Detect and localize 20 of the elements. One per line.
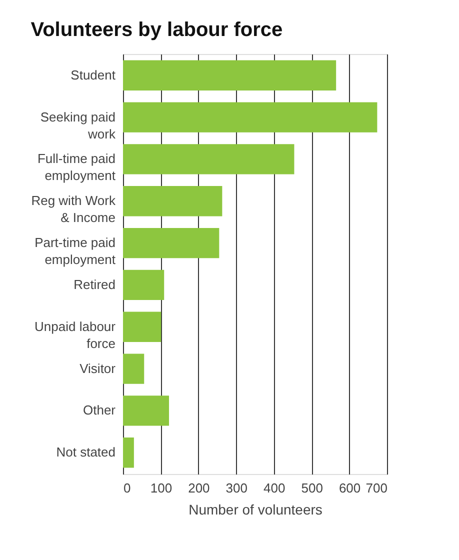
- y-tick-label: Unpaid labour force: [34, 318, 116, 351]
- y-tick-label: Full-time paid employment: [37, 151, 116, 184]
- x-tick-label: 200: [188, 480, 210, 496]
- x-tick-label: 300: [226, 480, 248, 496]
- y-tick-label: Retired: [74, 276, 116, 292]
- y-tick-label: Visitor: [80, 360, 116, 376]
- y-tick-label: Seeking paid work: [40, 109, 116, 142]
- y-tick-label: Part-time paid employment: [34, 235, 116, 268]
- x-tick-label: 700: [366, 480, 388, 496]
- x-tick-label: 500: [301, 480, 323, 496]
- x-tick-label: 600: [338, 480, 361, 496]
- x-tick-label: 0: [124, 480, 131, 496]
- x-tick-label: 100: [150, 480, 172, 496]
- y-tick-label: Reg with Work & Income: [31, 193, 116, 226]
- x-axis-title: Number of volunteers: [188, 502, 322, 518]
- y-tick-label: Not stated: [56, 444, 116, 460]
- y-tick-label: Student: [70, 67, 116, 82]
- y-tick-label: Other: [82, 402, 116, 418]
- chart-title: Volunteers by labour force: [30, 19, 283, 41]
- x-tick-label: 400: [264, 480, 286, 496]
